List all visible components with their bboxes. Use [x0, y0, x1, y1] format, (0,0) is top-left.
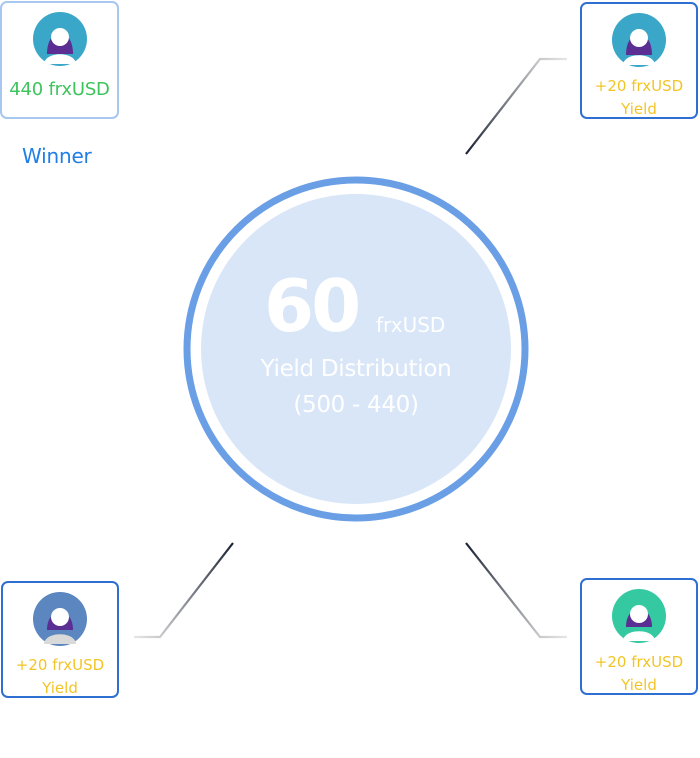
distribution-unit: frxUSD — [376, 313, 446, 337]
peer-amount: +20 frxUSD — [594, 653, 684, 671]
peer-yield-label: Yield — [621, 100, 657, 118]
winner-amount: 440 frxUSD — [9, 79, 110, 100]
distribution-amount: 60 — [264, 264, 361, 348]
winner-label: Winner — [22, 144, 92, 168]
yield-distribution-circle — [183, 176, 529, 522]
avatar-icon — [612, 13, 666, 67]
distribution-title: Yield Distribution — [260, 356, 452, 382]
peer-card-bottom-right: +20 frxUSD Yield — [580, 578, 698, 695]
avatar-icon — [32, 12, 87, 66]
avatar-icon — [612, 589, 666, 643]
distribution-formula: (500 - 440) — [293, 392, 419, 418]
peer-yield-label: Yield — [621, 676, 657, 694]
peer-card-bottom-left: +20 frxUSD Yield — [1, 581, 119, 698]
connector-top-right — [465, 57, 567, 155]
connector-bottom-right — [465, 542, 567, 639]
peer-yield-label: Yield — [42, 679, 78, 697]
peer-amount: +20 frxUSD — [594, 77, 684, 95]
avatar-icon — [33, 592, 87, 646]
winner-card: 440 frxUSD — [0, 1, 119, 119]
peer-card-top-right: +20 frxUSD Yield — [580, 2, 698, 119]
peer-amount: +20 frxUSD — [15, 656, 105, 674]
connector-bottom-left — [134, 542, 234, 639]
